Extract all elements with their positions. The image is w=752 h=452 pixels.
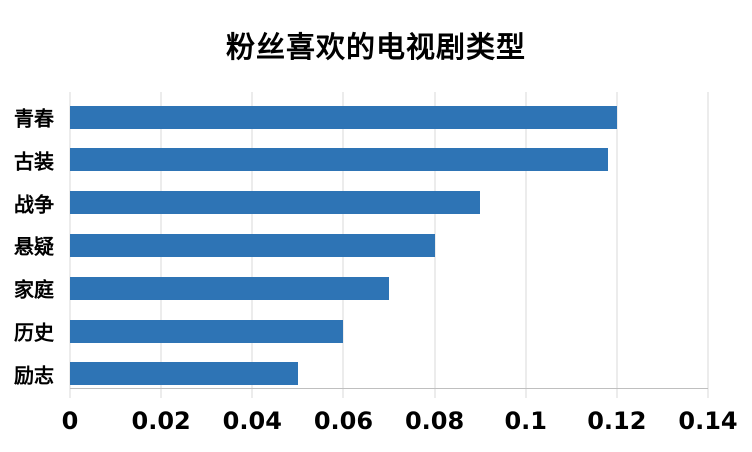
category-label: 悬疑 [14,234,54,259]
gridline [616,92,618,398]
x-tick-label: 0.06 [313,407,374,435]
category-label: 战争 [14,192,54,217]
bar [70,319,344,343]
x-tick-label: 0.04 [222,407,282,435]
x-tick-label: 0.02 [131,407,191,435]
x-tick-label: 0.1 [504,407,547,435]
x-tick-label: 0.14 [678,407,738,435]
category-label: 古装 [14,149,54,174]
x-tick-label: 0.08 [404,407,465,435]
x-axis-tick-labels: 0 0.02 0.04 0.06 0.08 0.1 0.12 0.14 [62,407,738,439]
category-label: 历史 [14,320,54,345]
x-tick-label: 0 [61,407,79,435]
bar [70,148,608,172]
bar [70,233,435,257]
bar [70,105,617,129]
x-tick-label: 0.12 [587,407,647,435]
bar [70,362,298,386]
gridline [525,92,527,398]
x-axis-line [70,388,708,389]
bar [70,276,389,300]
plot-area [69,92,709,398]
y-axis-labels: 青春古装战争悬疑家庭历史励志 [0,92,62,388]
category-label: 青春 [14,106,54,131]
bar [70,191,481,215]
category-label: 励志 [14,363,54,388]
category-label: 家庭 [14,277,54,302]
chart-title: 粉丝喜欢的电视剧类型 [225,30,526,64]
gridline [434,92,436,398]
gridline [707,92,709,398]
